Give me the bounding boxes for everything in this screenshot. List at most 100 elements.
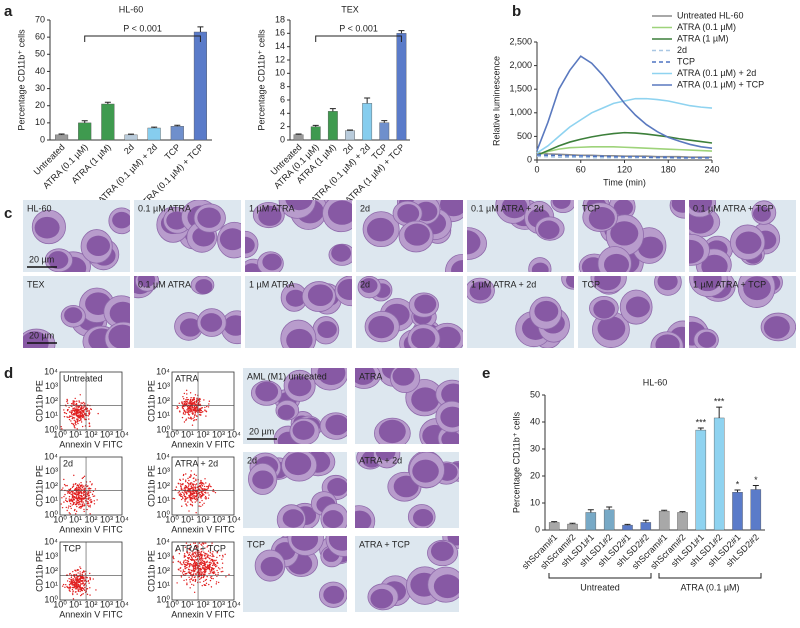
flow-event — [176, 407, 178, 410]
flow-event — [192, 555, 195, 558]
flow-event — [198, 414, 201, 416]
flow-event — [217, 571, 219, 574]
nucleus — [282, 509, 304, 528]
flow-event — [184, 495, 187, 498]
cells — [578, 200, 685, 272]
nucleus — [112, 211, 130, 229]
flow-event — [75, 420, 77, 422]
flow-event — [188, 491, 190, 493]
flow-event — [82, 588, 85, 590]
flow-event — [211, 567, 213, 569]
flow-event — [211, 555, 213, 558]
flow-event — [191, 553, 193, 556]
flow-event — [189, 503, 192, 506]
flow-event — [201, 560, 203, 562]
nucleus — [23, 331, 49, 348]
flow-event — [62, 487, 64, 489]
x-tick-label: 10² — [84, 429, 97, 439]
flow-event — [83, 503, 85, 505]
bar — [293, 134, 304, 141]
flow-event — [66, 509, 68, 512]
y-tick-label: 40 — [35, 66, 45, 76]
flow-event — [71, 504, 73, 506]
flow-event — [185, 402, 187, 404]
flow-event — [219, 568, 221, 570]
flow-event — [209, 565, 211, 567]
flow-event — [182, 497, 184, 500]
micrograph-label: 1 µM ATRA + 2d — [471, 279, 536, 289]
flow-event — [196, 404, 198, 406]
annotation: P < 0.001 — [339, 23, 378, 33]
flow-event — [199, 571, 201, 573]
flow-event — [68, 418, 71, 421]
flow-event — [204, 579, 207, 581]
flow-event — [203, 494, 205, 496]
bar — [310, 126, 321, 141]
flow-event — [208, 403, 210, 405]
nucleus — [604, 253, 629, 272]
bar — [327, 111, 338, 141]
micrograph: 0.1 µM ATRA + 2d — [467, 200, 574, 272]
series-line — [536, 131, 713, 157]
bar — [147, 127, 161, 141]
flow-event — [182, 412, 185, 414]
flow-event — [69, 500, 71, 503]
flow-event — [204, 584, 207, 586]
flow-event — [72, 401, 75, 403]
flow-event — [196, 551, 198, 553]
flow-event — [184, 479, 187, 481]
flow-event — [200, 497, 202, 499]
bar — [396, 33, 407, 141]
nucleus — [392, 368, 415, 386]
flow-event — [73, 419, 75, 422]
flow-event — [81, 574, 83, 576]
flow-event — [73, 586, 75, 589]
flow-event — [186, 398, 188, 401]
flow-event — [190, 401, 192, 404]
y-tick-label: 2,500 — [509, 36, 532, 46]
flow-event — [79, 506, 81, 508]
flow-event — [202, 543, 205, 545]
legend-label: 2d — [677, 45, 687, 55]
flow-event — [192, 408, 194, 411]
flow-event — [180, 570, 182, 572]
micrograph: 1 µM ATRA — [245, 200, 352, 272]
x-axis-label: Annexin V FITC — [59, 524, 123, 534]
flow-event — [187, 560, 190, 563]
flow-event — [194, 402, 196, 404]
x-tick-label: 10⁰ — [165, 514, 179, 524]
flow-event — [185, 564, 187, 566]
flow-event — [211, 572, 213, 574]
flow-event — [211, 553, 214, 555]
micrograph-label: 0.1 µM ATRA — [138, 203, 191, 213]
flow-event — [185, 400, 188, 403]
flow-event — [213, 571, 215, 574]
flow-event — [79, 573, 81, 575]
flow-event — [180, 563, 182, 565]
flow-event — [195, 495, 198, 498]
x-tick-label: 10¹ — [69, 599, 82, 609]
flow-event — [60, 425, 62, 428]
flow-event — [90, 501, 92, 504]
flow-event — [179, 485, 182, 487]
nucleus — [430, 541, 454, 561]
nucleus — [108, 324, 130, 348]
flow-event — [215, 581, 218, 583]
flow-event — [71, 588, 74, 591]
flow-event — [177, 560, 180, 563]
flow-event — [200, 571, 202, 573]
flow-event — [200, 483, 203, 485]
flow-event — [183, 560, 185, 562]
flow-event — [77, 486, 80, 488]
nucleus — [735, 231, 762, 254]
nucleus — [291, 536, 319, 551]
flow-event — [206, 405, 208, 408]
x-tick-label: 10³ — [212, 599, 225, 609]
flow-event — [199, 482, 202, 484]
flow-event — [86, 587, 89, 590]
flow-event — [179, 478, 181, 481]
nucleus — [597, 316, 626, 341]
flow-event — [73, 425, 75, 427]
